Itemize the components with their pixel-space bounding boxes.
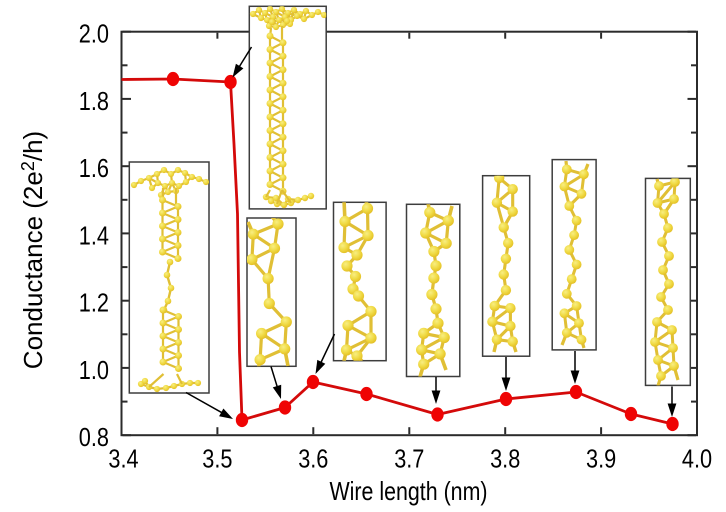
svg-text:3.6: 3.6: [298, 444, 328, 474]
svg-text:1.8: 1.8: [79, 86, 109, 116]
svg-text:3.8: 3.8: [490, 444, 520, 474]
svg-text:1.6: 1.6: [79, 153, 109, 183]
svg-text:4.0: 4.0: [682, 444, 712, 474]
svg-text:2.0: 2.0: [79, 19, 109, 49]
svg-text:Conductance (2e2/h): Conductance (2e2/h): [18, 131, 48, 369]
svg-text:Wire length (nm): Wire length (nm): [330, 476, 488, 506]
svg-text:3.7: 3.7: [394, 444, 424, 474]
svg-text:3.4: 3.4: [108, 444, 138, 474]
svg-text:1.0: 1.0: [79, 355, 109, 385]
svg-text:0.8: 0.8: [79, 422, 109, 452]
svg-text:3.9: 3.9: [586, 444, 616, 474]
svg-text:1.2: 1.2: [79, 288, 109, 318]
svg-text:3.5: 3.5: [202, 444, 232, 474]
svg-text:1.4: 1.4: [79, 220, 109, 250]
